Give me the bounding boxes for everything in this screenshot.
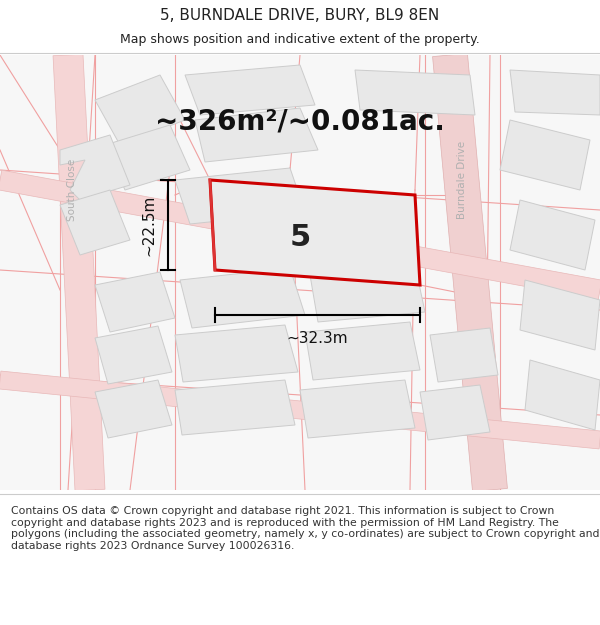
Text: Map shows position and indicative extent of the property.: Map shows position and indicative extent… — [120, 33, 480, 46]
Polygon shape — [185, 65, 315, 115]
Polygon shape — [433, 53, 508, 492]
Polygon shape — [355, 70, 475, 115]
Polygon shape — [180, 268, 305, 328]
Polygon shape — [420, 385, 490, 440]
Polygon shape — [95, 326, 172, 384]
Polygon shape — [175, 168, 305, 224]
Polygon shape — [95, 75, 185, 145]
Polygon shape — [175, 325, 298, 382]
Polygon shape — [305, 322, 420, 380]
Text: South Close: South Close — [67, 159, 77, 221]
Polygon shape — [430, 328, 498, 382]
Polygon shape — [520, 280, 600, 350]
Polygon shape — [0, 170, 600, 300]
Polygon shape — [53, 54, 105, 491]
Polygon shape — [95, 380, 172, 438]
Polygon shape — [195, 108, 318, 162]
Polygon shape — [510, 200, 595, 270]
Text: ~32.3m: ~32.3m — [287, 331, 349, 346]
Text: 5, BURNDALE DRIVE, BURY, BL9 8EN: 5, BURNDALE DRIVE, BURY, BL9 8EN — [160, 8, 440, 23]
Polygon shape — [105, 125, 190, 190]
Polygon shape — [175, 380, 295, 435]
Polygon shape — [525, 360, 600, 430]
Text: ~326m²/~0.081ac.: ~326m²/~0.081ac. — [155, 108, 445, 136]
Polygon shape — [300, 380, 415, 438]
Polygon shape — [210, 180, 420, 285]
Text: Burndale Drive: Burndale Drive — [457, 141, 467, 219]
Polygon shape — [0, 371, 600, 449]
Polygon shape — [60, 135, 130, 200]
Polygon shape — [500, 120, 590, 190]
Polygon shape — [60, 190, 130, 255]
Text: Contains OS data © Crown copyright and database right 2021. This information is : Contains OS data © Crown copyright and d… — [11, 506, 599, 551]
Polygon shape — [510, 70, 600, 115]
Text: ~22.5m: ~22.5m — [141, 194, 156, 256]
Polygon shape — [310, 265, 425, 322]
Text: 5: 5 — [289, 223, 311, 252]
Polygon shape — [95, 272, 175, 332]
